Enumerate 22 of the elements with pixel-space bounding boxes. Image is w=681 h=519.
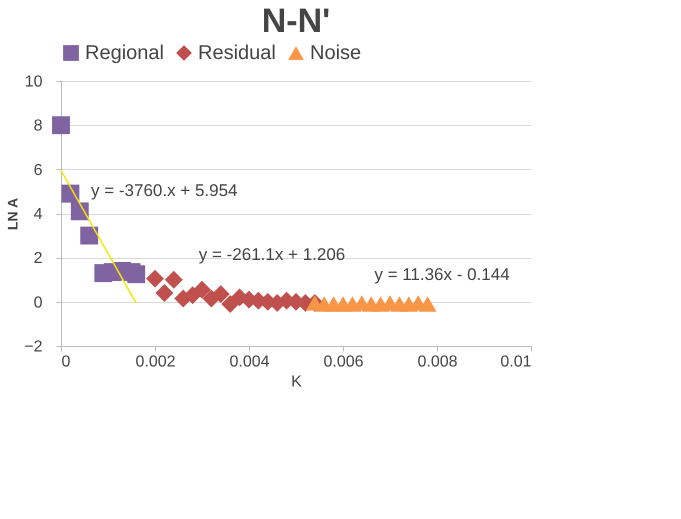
y-tick-label: 0 [34, 294, 43, 312]
y-tick-label: 8 [34, 118, 43, 135]
x-tick-label: 0.008 [417, 354, 458, 370]
annotation: y = 11.36x - 0.144 [374, 265, 510, 284]
chart-title: N-N' [262, 2, 330, 40]
x-tick-label: 0.004 [229, 354, 270, 370]
annotation: y = -3760.x + 5.954 [91, 181, 238, 200]
y-tick-label: 4 [34, 206, 43, 223]
x-axis-title: K [291, 374, 302, 390]
annotation: y = -261.1x + 1.206 [198, 245, 346, 264]
x-tick-label: 0.002 [135, 354, 176, 370]
x-tick-label: 0.01 [500, 354, 532, 370]
legend-label: Regional [85, 42, 164, 64]
x-tick-label: 0.006 [323, 354, 364, 370]
y-axis-title: LN A [4, 198, 20, 230]
legend-label: Residual [198, 42, 276, 64]
y-tick-label: 10 [24, 74, 43, 90]
y-tick-label: 2 [34, 250, 43, 268]
y-tick-label: 6 [34, 162, 43, 179]
y-tick-label: −2 [24, 338, 43, 356]
x-tick-label: 0 [62, 354, 70, 370]
legend-label: Noise [310, 42, 362, 64]
